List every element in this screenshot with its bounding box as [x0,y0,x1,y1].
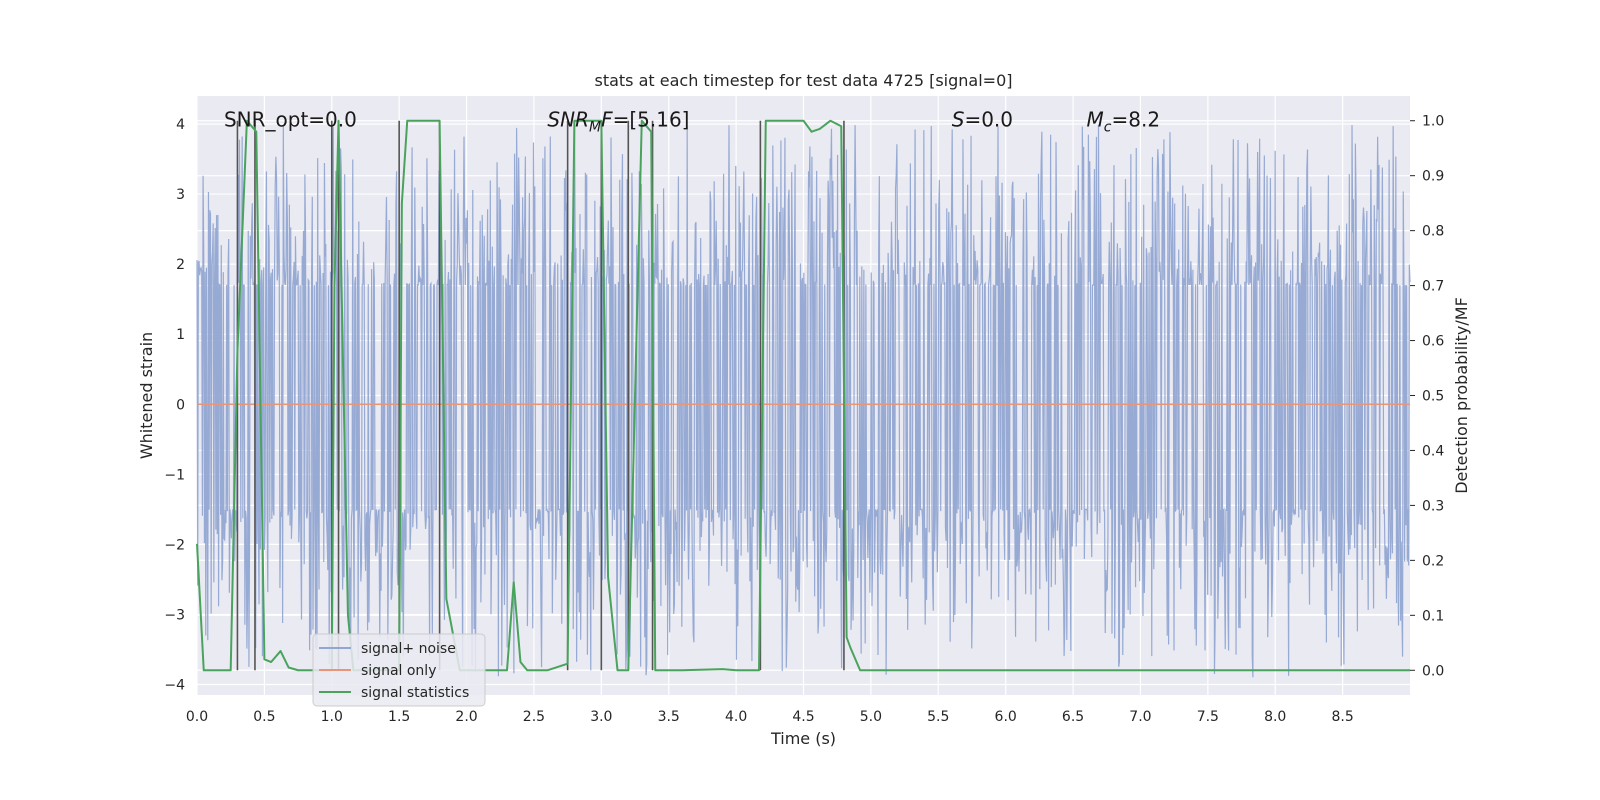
y2-axis-ticks: 0.0 0.1 0.2 0.3 0.4 0.5 0.6 0.7 0.8 0.9 1.0 [1410,114,1444,679]
y2-tick-label: 0.3 [1422,498,1444,514]
x-tick-label: 4.5 [792,709,814,725]
y2-tick-label: 0.8 [1422,224,1444,240]
x-tick-label: 6.5 [1062,709,1084,725]
y-tick-label: 0 [176,397,185,413]
y-axis-ticks: −4 −3 −2 −1 0 1 2 3 4 [164,117,185,693]
x-tick-label: 5.5 [927,709,949,725]
y-tick-label: 1 [176,327,185,343]
y-tick-label: −1 [164,467,185,483]
annotation: Mc=8.2 [1087,108,1161,136]
x-tick-label: 0.5 [253,709,275,725]
chart-title: stats at each timestep for test data 472… [594,71,1012,90]
x-tick-label: 7.0 [1129,709,1151,725]
legend-label: signal statistics [361,685,469,701]
y2-tick-label: 0.1 [1422,608,1444,624]
x-tick-label: 8.5 [1331,709,1353,725]
y-axis-label: Whitened strain [137,332,156,459]
signal-statistics-series [196,119,1410,672]
y-tick-label: −4 [164,677,185,693]
legend-box [312,633,486,707]
legend-label: signal+ noise [361,641,456,657]
x-tick-label: 4.0 [725,709,747,725]
x-axis-ticks: 0.0 0.5 1.0 1.5 2.0 2.5 3.0 3.5 4.0 4.5 5.0 5.5 6.0 6… [186,709,1354,725]
y2-tick-label: 0.2 [1422,553,1444,569]
annotation: SNRMF=[5.16] [547,108,689,136]
y-tick-label: −2 [164,537,185,553]
y2-tick-label: 0.0 [1422,663,1444,679]
y-tick-label: 2 [176,257,185,273]
x-tick-label: 0.0 [186,709,208,725]
x-tick-label: 3.0 [590,709,612,725]
x-tick-label: 2.0 [455,709,477,725]
y2-tick-label: 0.4 [1422,443,1444,459]
x-axis-label: Time (s) [770,729,836,748]
y2-tick-label: 0.9 [1422,169,1444,185]
y-tick-label: 3 [176,187,185,203]
y2-tick-label: 0.6 [1422,334,1444,350]
x-tick-label: 5.0 [860,709,882,725]
y2-axis-label: Detection probability/MF [1452,297,1471,494]
y2-tick-label: 0.5 [1422,389,1444,405]
x-tick-label: 1.5 [388,709,410,725]
x-tick-label: 6.0 [995,709,1017,725]
x-tick-label: 1.0 [321,709,343,725]
x-tick-label: 7.5 [1197,709,1219,725]
y-tick-label: 4 [176,117,185,133]
y-tick-label: −3 [164,607,185,623]
annotation: SNR_opt=0.0 [224,108,357,132]
annotations: SNR_opt=0.0 SNRMF=[5.16] S=0.0 Mc=8.2 [224,108,1160,136]
legend: signal+ noise signal only signal statistic… [312,633,486,707]
annotation: S=0.0 [952,108,1013,132]
signal-statistics-line [196,119,1410,672]
x-tick-label: 3.5 [658,709,680,725]
y2-tick-label: 0.7 [1422,279,1444,295]
x-tick-label: 2.5 [523,709,545,725]
x-tick-label: 8.0 [1264,709,1286,725]
y2-tick-label: 1.0 [1422,114,1444,130]
legend-label: signal only [361,663,436,679]
